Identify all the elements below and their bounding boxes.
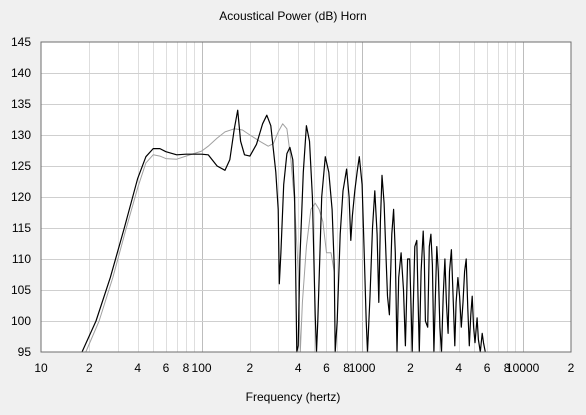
x-tick-label: 8 [183, 361, 190, 375]
x-tick-label: 6 [163, 361, 170, 375]
y-tick-label: 145 [11, 35, 31, 49]
x-tick-label: 2 [568, 361, 575, 375]
x-tick-label: 10 [34, 361, 48, 375]
x-tick-label: 2 [407, 361, 414, 375]
x-axis-title: Frequency (hertz) [245, 390, 341, 404]
x-tick-label: 100 [192, 361, 212, 375]
y-tick-label: 140 [11, 66, 31, 80]
y-tick-label: 110 [12, 252, 31, 266]
series-line-2 [85, 123, 335, 353]
x-tick-label: 6 [484, 361, 491, 375]
x-tick-label: 8 [343, 361, 350, 375]
x-tick-label: 6 [323, 361, 330, 375]
y-tick-label: 100 [11, 314, 31, 328]
x-tick-label: 10000 [506, 361, 540, 375]
x-tick-label: 8 [504, 361, 511, 375]
x-tick-label: 2 [86, 361, 93, 375]
x-tick-label: 4 [455, 361, 462, 375]
y-tick-label: 105 [11, 283, 31, 297]
y-tick-label: 125 [11, 159, 31, 173]
y-tick-label: 115 [12, 221, 31, 235]
x-tick-label: 4 [295, 361, 302, 375]
series-line-1 [81, 109, 486, 353]
x-tick-label: 4 [134, 361, 141, 375]
y-tick-label: 130 [11, 128, 31, 142]
plot-frame [40, 41, 572, 353]
y-tick-label: 135 [11, 97, 31, 111]
y-tick-label: 95 [18, 345, 32, 359]
y-tick-label: 120 [11, 190, 31, 204]
x-tick-label: 1000 [349, 361, 376, 375]
chart-title: Acoustical Power (dB) Horn [219, 9, 367, 23]
x-tick-label: 2 [247, 361, 254, 375]
